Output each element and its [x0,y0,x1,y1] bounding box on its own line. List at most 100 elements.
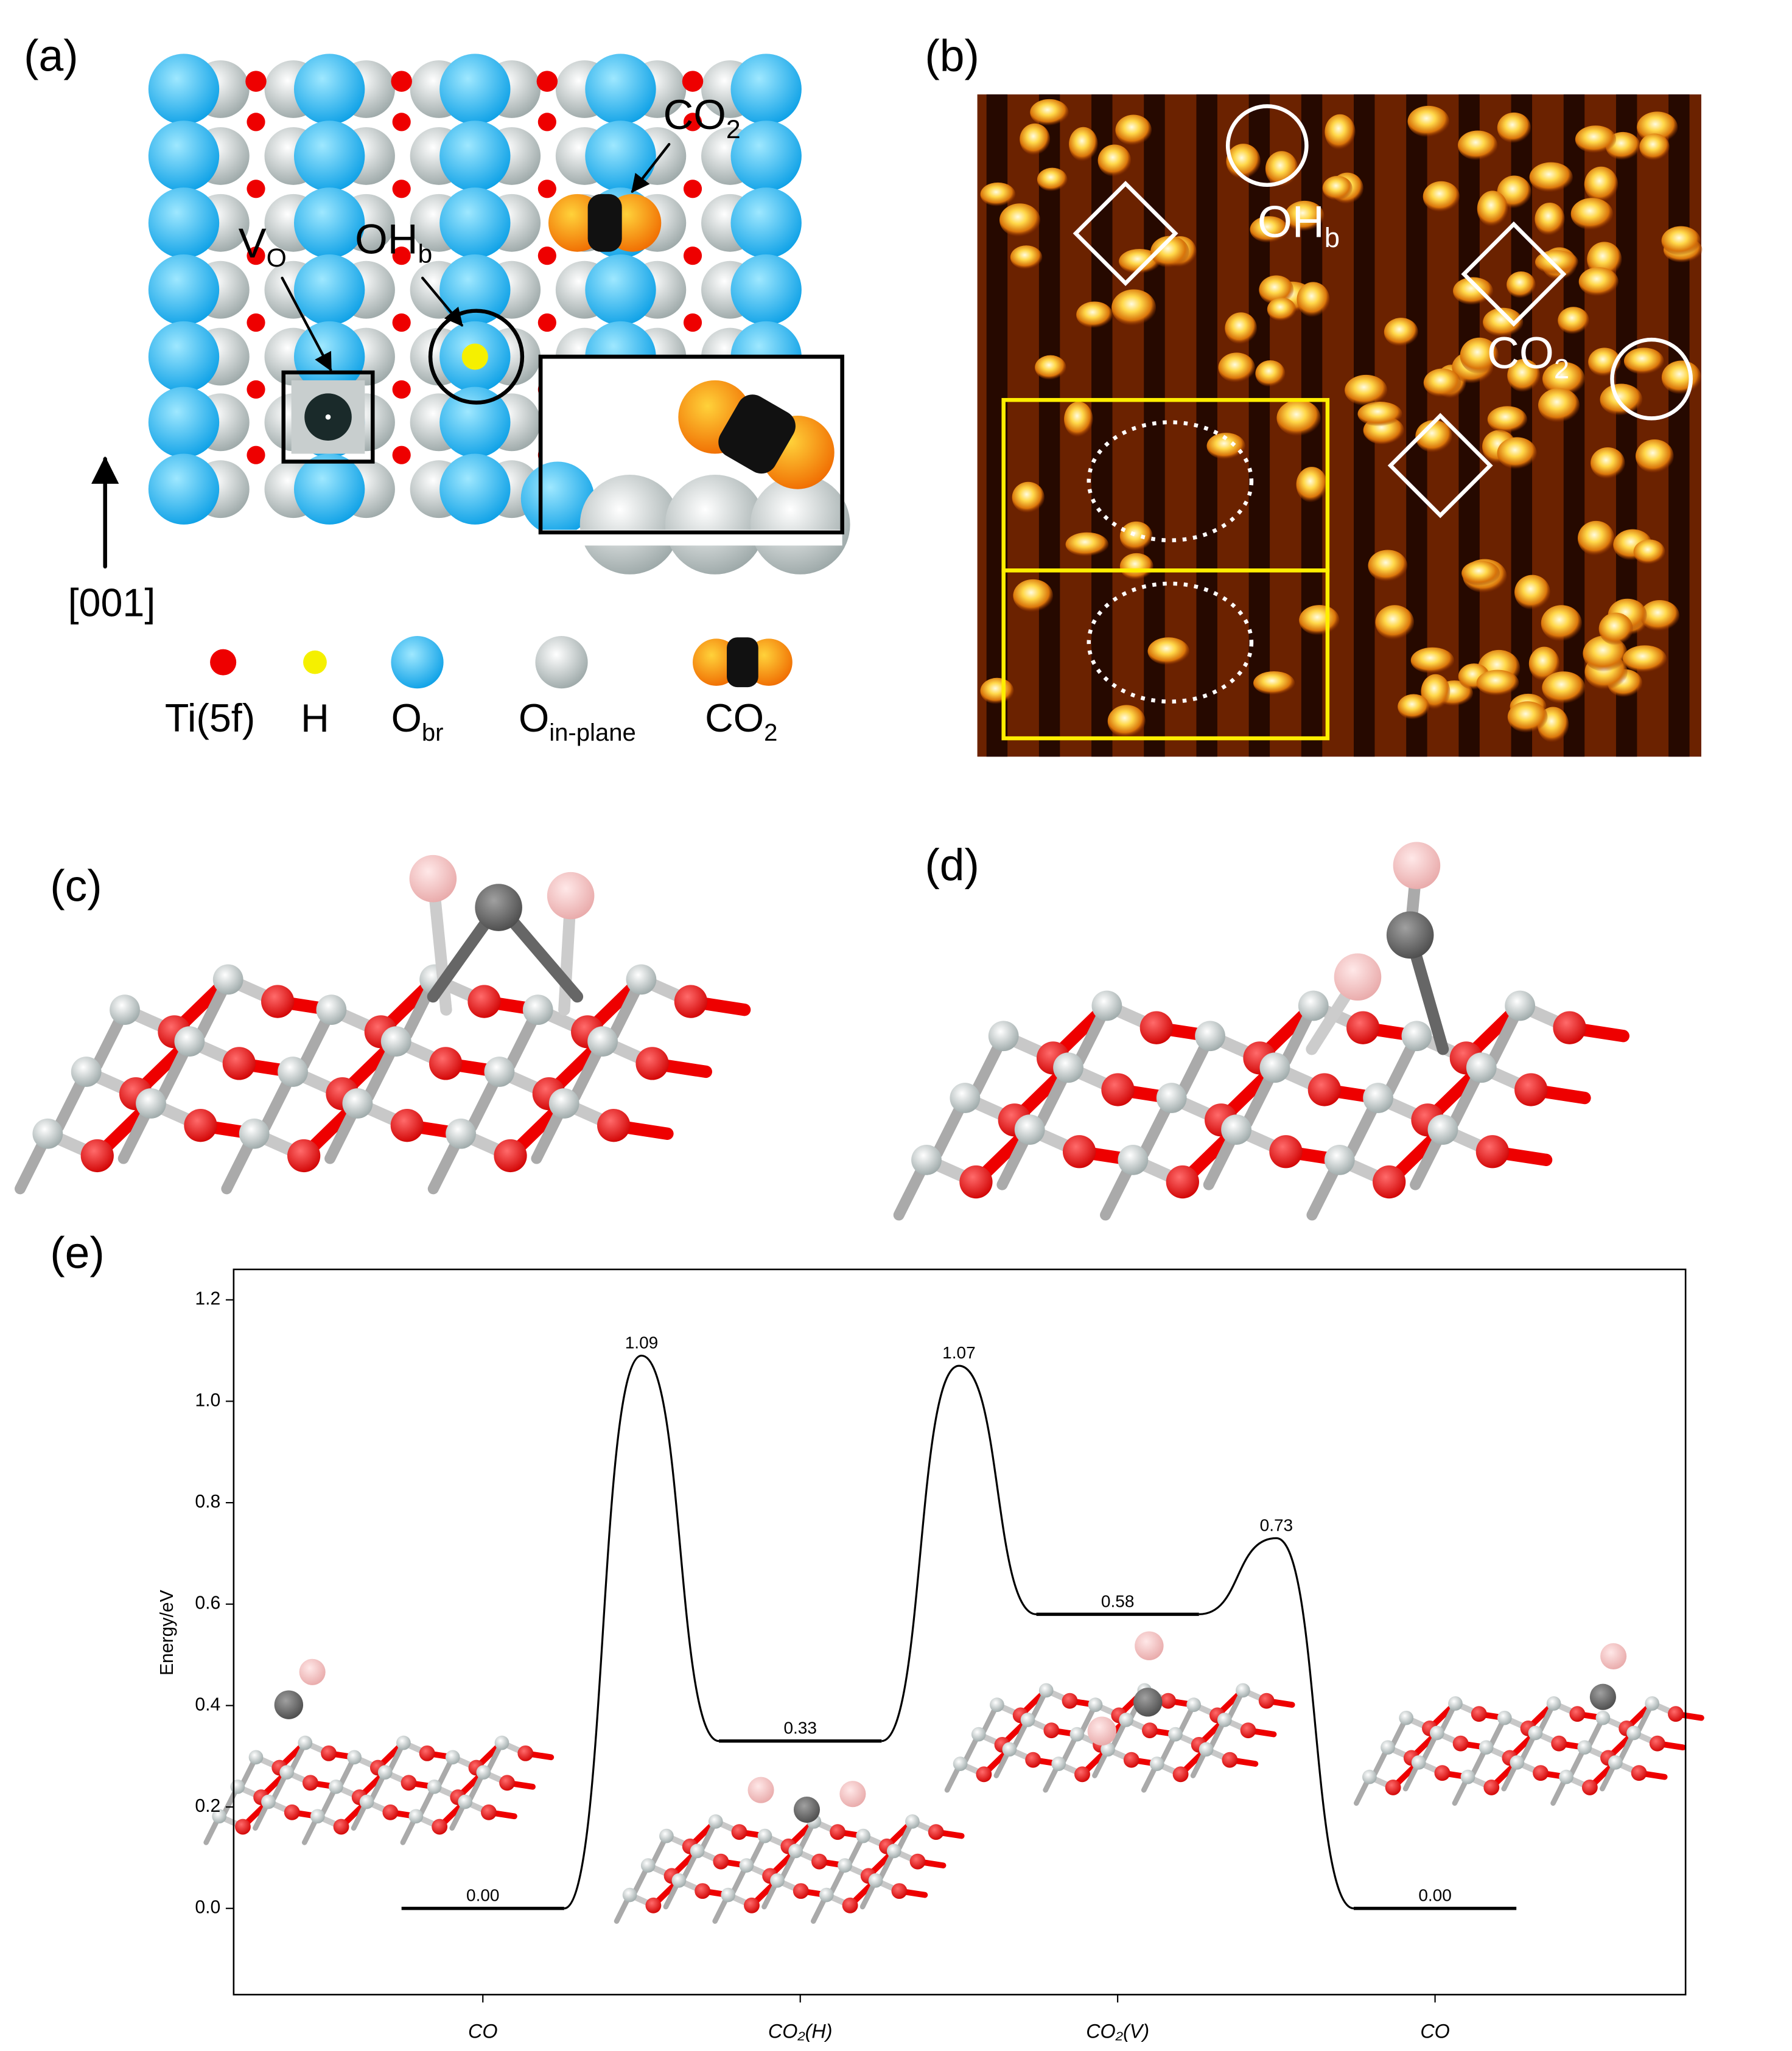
arrow [631,142,671,193]
titanium [212,1809,227,1824]
stm-spot [1013,579,1053,613]
titanium [1217,1713,1232,1727]
oxygen [382,1804,399,1820]
stm-spot [1623,348,1664,375]
label-main: CO [705,696,764,740]
titanium [1119,1713,1134,1727]
oxygen [744,1897,760,1913]
ti-5f [392,113,411,131]
stm-spot [1623,645,1667,673]
ti-5f [683,113,702,131]
barrier-curve [1199,1537,1354,1910]
stm-spot [1497,437,1537,469]
stm-spot [1375,605,1415,640]
oxygen [1240,1722,1256,1739]
titanium [659,1828,674,1843]
stm-spot [980,677,1014,705]
stm-spot [1064,401,1093,438]
oxygen [1475,1135,1510,1169]
oxygen [1434,1765,1451,1781]
o-bridge [293,453,365,525]
stm-spot [1477,190,1508,227]
stm-spot [1299,605,1340,635]
titanium [838,1858,852,1873]
titanium [310,1809,325,1824]
titanium [1401,1021,1432,1052]
stm-spot [1635,439,1674,473]
label: Obr [391,696,444,746]
titanium [1002,1742,1017,1757]
oxygen [1483,1779,1500,1795]
titanium [708,1814,723,1829]
stm-spot [1542,671,1586,704]
ti-5f [247,113,265,131]
ti-5f [247,246,265,265]
co2-c [587,194,622,252]
carbon [475,884,522,931]
oxygen [928,1824,944,1840]
hydrogen [747,1777,774,1803]
oxygen [184,1109,217,1142]
hydrogen [1135,1631,1164,1660]
titanium [1505,990,1536,1021]
stm-spot [1460,337,1499,374]
oxygen [1172,1766,1189,1783]
carbon [1133,1688,1163,1717]
legend-ti [210,649,237,676]
oxygen [401,1775,417,1791]
stm-spot [1065,532,1109,557]
stm-spot [1322,176,1353,201]
stm-spot [1578,267,1619,297]
arrow [421,276,463,327]
barrier-label: 1.09 [625,1333,659,1352]
stm-spot [1119,521,1153,551]
o-bridge [293,254,365,326]
titanium [212,964,243,995]
titanium [886,1843,901,1859]
oxygen [811,1853,827,1870]
label: OHb [1258,197,1340,253]
diamond-marker [1461,221,1567,327]
stm-spot [1325,114,1356,150]
titanium [1479,1740,1494,1755]
o-bridge [585,121,656,192]
x-tick-label: CO [1420,2020,1449,2042]
stm-spot [1423,181,1460,212]
o-bridge [148,321,220,393]
titanium [1510,1755,1525,1770]
ti-5f [537,313,556,332]
oxygen [1553,1011,1586,1044]
arrow [281,276,332,372]
titanium [1051,1756,1066,1771]
titanium [347,1750,362,1765]
oxygen [1160,1693,1177,1709]
oxygen [1222,1752,1238,1768]
titanium [1259,1052,1290,1083]
titanium [522,994,553,1026]
barrier-label: 0.73 [1260,1515,1293,1534]
oxygen [793,1883,809,1899]
oxygen [1514,1073,1548,1106]
hydrogen [547,872,595,920]
stm-spot [1276,400,1321,436]
titanium [380,1026,411,1057]
barrier-curve [564,1354,719,1910]
o-bridge [439,386,511,458]
o-bridge [148,54,220,125]
circle-marker [1610,337,1693,421]
level-label: 0.33 [783,1719,816,1738]
ti-5f [682,71,704,92]
oxygen [80,1139,114,1173]
panel-label: (d) [925,840,979,890]
stm-spot [1591,447,1625,480]
oxygen [1581,1779,1598,1795]
titanium [136,1088,166,1119]
titanium [110,994,140,1026]
titanium [640,1858,656,1873]
stm-spot [1267,297,1297,321]
stm-spot [1461,561,1500,586]
level-label: 0.00 [466,1886,500,1905]
titanium [446,1118,476,1149]
titanium [905,1814,920,1829]
